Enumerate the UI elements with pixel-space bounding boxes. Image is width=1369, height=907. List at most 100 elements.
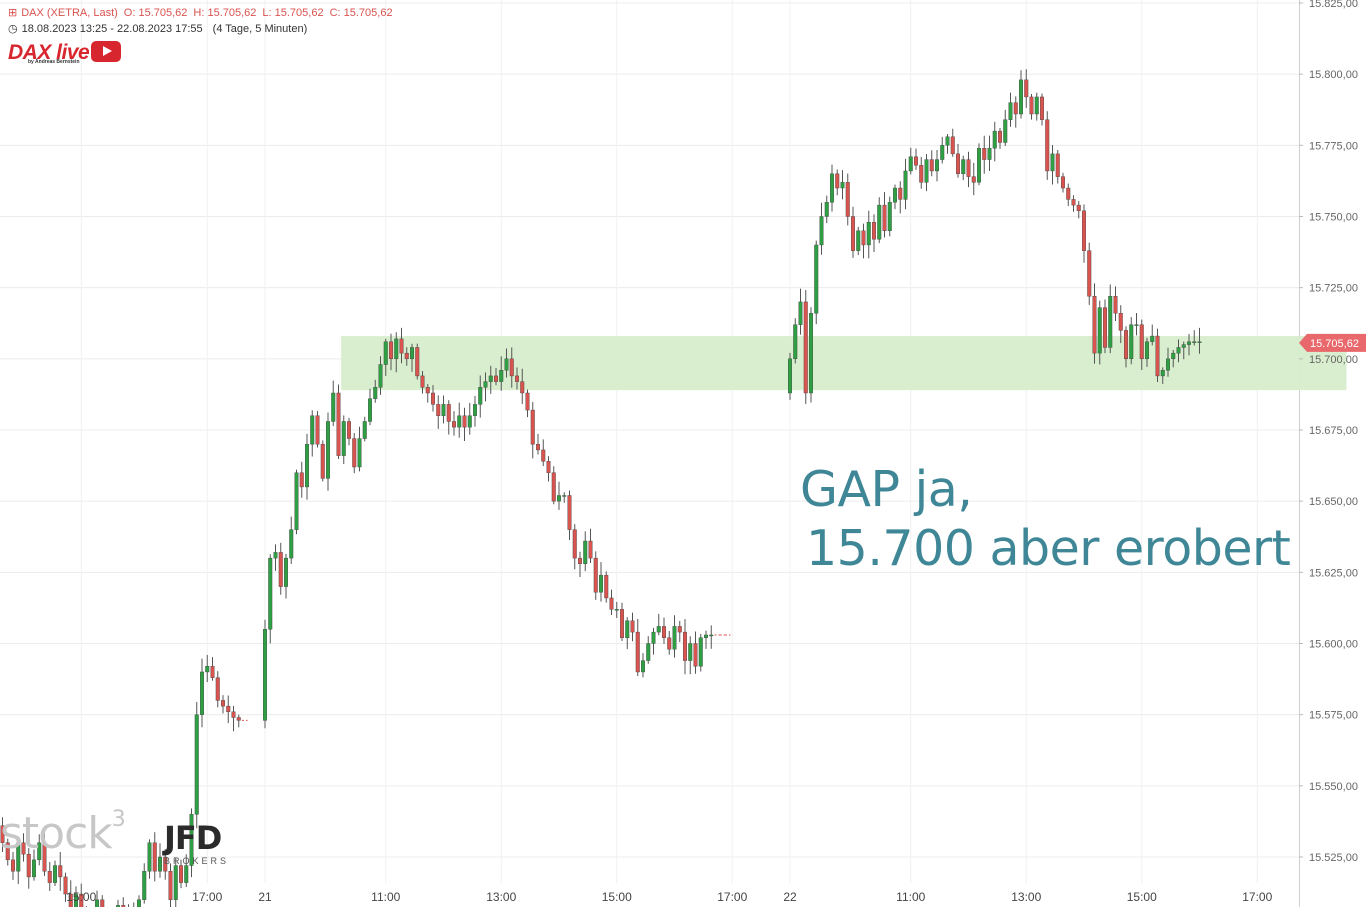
candle-up <box>599 574 604 593</box>
candle-down <box>604 574 609 599</box>
candle-down <box>1071 199 1076 206</box>
candle-up <box>1197 341 1202 343</box>
y-tick-label: 15.550,00 <box>1309 781 1358 793</box>
candle-down <box>1081 210 1086 251</box>
candle-down <box>530 409 535 445</box>
candle-down <box>347 421 352 439</box>
candle-down <box>446 404 451 422</box>
logo-byline: by Andreas Bernstein <box>28 59 80 65</box>
annotation-line-1: GAP ja, <box>800 461 973 518</box>
stock3-text: stock <box>0 808 113 859</box>
candle-down <box>26 853 31 878</box>
candle-up <box>656 626 661 633</box>
candle-down <box>278 552 283 587</box>
candle-down <box>47 871 52 883</box>
candle-down <box>415 347 420 377</box>
candle-up <box>1129 324 1134 360</box>
candle-up <box>373 387 378 399</box>
last-price-label-group: 15.705,62 <box>1299 333 1366 352</box>
candle-down <box>389 341 394 360</box>
candle-up <box>383 341 388 365</box>
last-price-text: 15.705,62 <box>1310 338 1359 350</box>
candle-up <box>362 421 367 439</box>
candle-up <box>893 187 898 203</box>
candle-up <box>1186 341 1191 345</box>
price-zone-layer <box>341 336 1347 391</box>
ohlc-close: C: 15.705,62 <box>329 7 393 19</box>
candle-down <box>520 381 525 394</box>
candle-down <box>971 176 976 183</box>
candle-up <box>819 216 824 246</box>
candle-down <box>525 392 530 411</box>
candle-up <box>961 159 966 174</box>
y-tick-label: 15.625,00 <box>1309 567 1358 579</box>
x-tick-label: 15:00 <box>1127 890 1157 904</box>
y-tick-label: 15.800,00 <box>1309 69 1358 81</box>
candle-up <box>268 557 273 630</box>
candle-up <box>441 404 446 416</box>
candle-down <box>336 392 341 456</box>
candle-up <box>499 370 504 382</box>
candle-up <box>935 159 940 172</box>
candle-down <box>1092 296 1097 354</box>
x-tick-label: 13:00 <box>1011 890 1041 904</box>
dax-live-logo: DAX live by Andreas Bernstein <box>8 38 122 68</box>
candle-down <box>1155 335 1160 377</box>
candle-up <box>1176 347 1181 354</box>
candle-up <box>1165 358 1170 371</box>
play-icon <box>91 41 122 62</box>
candle-down <box>509 358 514 377</box>
candle-up <box>651 631 656 644</box>
date-range-header: ◷ 18.08.2023 13:25 - 22.08.2023 17:55 (4 T… <box>8 22 307 35</box>
candle-down <box>68 893 73 907</box>
jfd-text: JFD <box>164 819 222 857</box>
candle-up <box>788 358 793 394</box>
candle-down <box>541 449 546 462</box>
candle-up <box>1160 370 1165 377</box>
candle-up <box>903 170 908 200</box>
candle-down <box>431 392 436 405</box>
candle-down <box>966 159 971 177</box>
candle-up <box>688 643 693 661</box>
candle-down <box>1060 176 1065 189</box>
candle-down <box>620 609 625 639</box>
candle-up <box>1019 79 1024 115</box>
candle-down <box>803 301 808 394</box>
candle-down <box>79 893 84 907</box>
last-price-badge <box>1299 333 1366 352</box>
candle-down <box>1066 187 1071 200</box>
candle-up <box>1034 96 1039 115</box>
y-tick-label: 15.775,00 <box>1309 140 1358 152</box>
candle-down <box>872 221 877 240</box>
candle-up <box>394 338 399 360</box>
candle-down <box>42 842 47 872</box>
candle-up <box>73 893 78 907</box>
candle-up <box>37 842 42 861</box>
candle-down <box>63 876 68 895</box>
candle-up <box>698 637 703 667</box>
candle-down <box>163 856 168 872</box>
candle-up <box>341 421 346 456</box>
x-tick-label: 17:00 <box>192 890 222 904</box>
candle-down <box>572 529 577 559</box>
candle-down <box>404 352 409 360</box>
x-tick-label: 15:00 <box>602 890 632 904</box>
candle-down <box>861 230 866 246</box>
candle-down <box>1139 324 1144 360</box>
candle-down <box>950 136 955 155</box>
y-tick-label: 15.650,00 <box>1309 496 1358 508</box>
candle-up <box>1108 296 1113 348</box>
candle-down <box>315 415 320 445</box>
candle-up <box>467 415 472 428</box>
candle-up <box>53 865 58 883</box>
candle-up <box>294 472 299 530</box>
candle-down <box>929 159 934 172</box>
candle-up <box>410 347 415 360</box>
candle-down <box>882 204 887 231</box>
candle-up <box>940 145 945 160</box>
chart-grid <box>0 0 1300 907</box>
candle-up <box>908 156 913 172</box>
x-tick-label: 17:00 <box>717 890 747 904</box>
candle-down <box>1102 307 1107 348</box>
candle-up <box>32 859 37 878</box>
